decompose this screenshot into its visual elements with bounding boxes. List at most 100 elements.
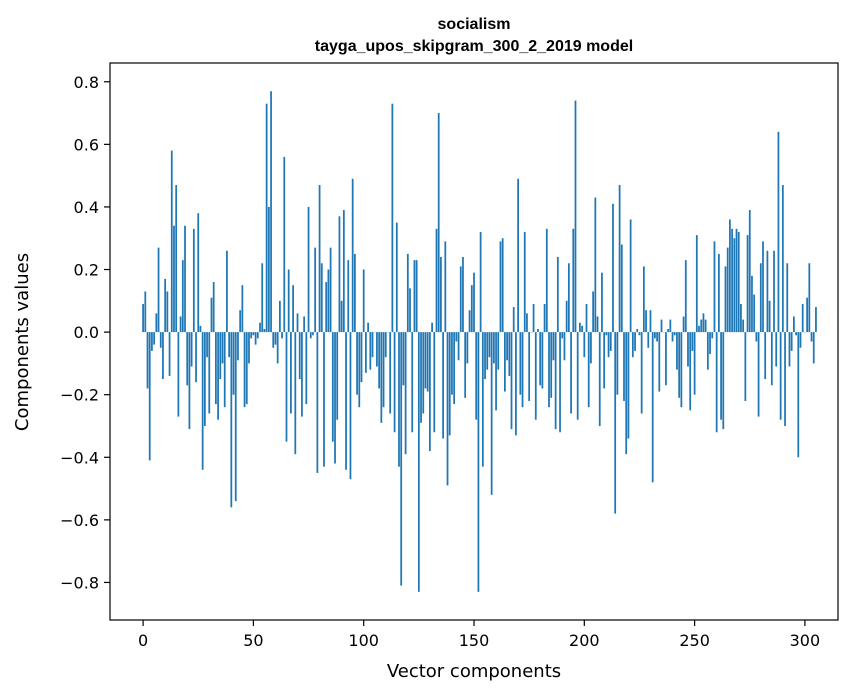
x-axis: 0 50 100 150 200 250 300: [138, 620, 820, 650]
bar-6: [155, 313, 158, 333]
bar-265: [726, 247, 729, 333]
x-tick-label-4: 200: [569, 631, 600, 650]
bar-199: [581, 325, 583, 333]
bar-149: [470, 285, 473, 333]
bar-254: [702, 313, 705, 333]
bar-284: [768, 300, 771, 333]
bar-181: [541, 332, 544, 389]
bar-175: [528, 332, 531, 401]
y-tick-label-7: 0.6: [74, 135, 99, 154]
bar-127: [422, 332, 425, 414]
bar-249: [691, 332, 694, 351]
bar-162: [499, 241, 502, 333]
bar-174: [526, 313, 528, 333]
y-tick-label-8: 0.8: [74, 73, 99, 92]
bar-37: [223, 332, 226, 408]
bar-24: [195, 332, 197, 383]
bar-102: [367, 322, 369, 333]
bar-134: [437, 113, 440, 333]
bar-160: [495, 332, 497, 411]
bar-64: [283, 156, 286, 333]
bar-132: [433, 332, 436, 433]
bar-80: [318, 185, 321, 333]
y-tick-label-6: 0.4: [74, 198, 99, 217]
bar-57: [267, 206, 270, 333]
bar-228: [645, 310, 647, 333]
bar-54: [261, 263, 264, 333]
bar-89: [338, 216, 341, 333]
bar-186: [552, 332, 555, 361]
bar-219: [625, 332, 628, 455]
bar-215: [616, 332, 619, 395]
bar-218: [623, 332, 625, 401]
bar-55: [263, 328, 266, 333]
bar-224: [636, 328, 639, 333]
bars-group: [142, 91, 817, 592]
bar-251: [695, 235, 698, 333]
bar-39: [228, 332, 231, 358]
bar-2: [146, 332, 149, 389]
bar-77: [312, 332, 314, 336]
bar-290: [781, 185, 784, 333]
bar-38: [226, 250, 228, 333]
bar-291: [784, 332, 786, 426]
bar-141: [453, 332, 456, 405]
bar-298: [799, 332, 802, 348]
bar-32: [212, 282, 215, 333]
bar-195: [572, 228, 575, 333]
bar-283: [766, 250, 769, 333]
bar-108: [380, 332, 383, 423]
bar-285: [770, 332, 773, 386]
bar-119: [404, 332, 407, 455]
bar-279: [757, 332, 760, 417]
bar-20: [186, 332, 189, 386]
bar-101: [365, 332, 367, 373]
bar-43: [237, 332, 239, 361]
bar-292: [786, 263, 789, 333]
bar-302: [808, 263, 811, 333]
bar-52: [256, 332, 259, 339]
bar-191: [563, 332, 566, 361]
bar-88: [336, 332, 339, 420]
bar-233: [656, 332, 658, 342]
bar-235: [660, 319, 663, 333]
bar-18: [181, 260, 184, 333]
bar-17: [179, 316, 182, 333]
bar-30: [208, 332, 211, 414]
bar-210: [605, 332, 608, 336]
bar-185: [550, 332, 553, 398]
bar-225: [638, 332, 641, 336]
y-tick-label-1: −0.6: [60, 511, 99, 530]
bar-91: [342, 210, 345, 333]
bar-65: [285, 332, 288, 442]
y-tick-label-4: 0.0: [74, 323, 99, 342]
bar-121: [409, 288, 411, 333]
bar-212: [609, 332, 612, 351]
bar-29: [206, 332, 208, 358]
bar-115: [395, 222, 398, 333]
bar-204: [592, 291, 595, 333]
bar-277: [753, 294, 756, 333]
bar-31: [210, 297, 213, 333]
bar-211: [607, 332, 610, 358]
bar-67: [290, 332, 292, 414]
bar-275: [748, 210, 751, 333]
bar-304: [812, 332, 815, 364]
bar-239: [669, 319, 672, 333]
bar-262: [720, 332, 722, 420]
bar-44: [239, 310, 242, 333]
bar-13: [170, 150, 173, 333]
bar-145: [462, 257, 464, 333]
bar-85: [329, 247, 332, 333]
bar-258: [711, 332, 714, 339]
bar-301: [806, 297, 808, 333]
bar-216: [618, 185, 621, 333]
bar-193: [567, 263, 570, 333]
bar-197: [576, 332, 579, 420]
bar-260: [715, 332, 718, 433]
bar-263: [722, 332, 725, 430]
bar-15: [175, 185, 178, 333]
x-axis-label: Vector components: [387, 661, 561, 682]
bar-156: [486, 332, 489, 370]
bar-35: [219, 332, 222, 380]
